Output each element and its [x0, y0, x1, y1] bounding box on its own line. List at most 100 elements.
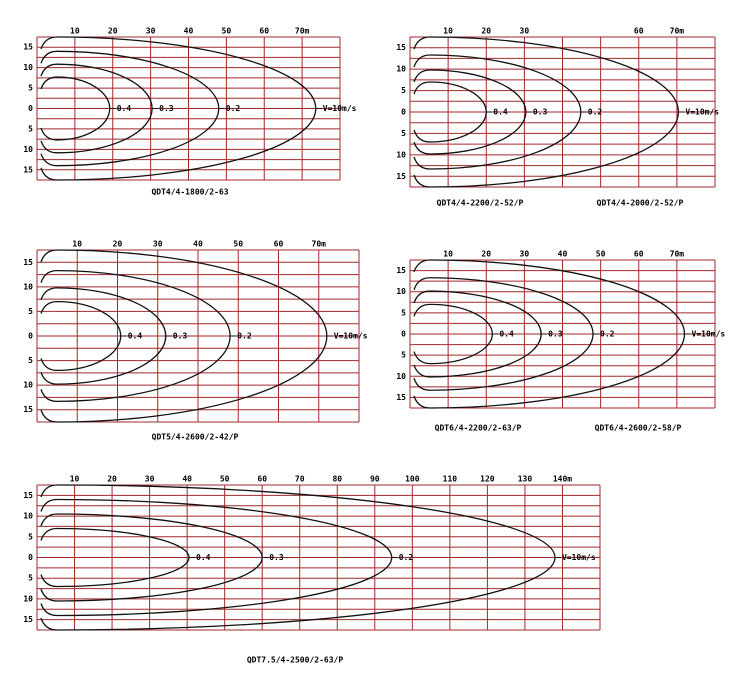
left-label: 15	[396, 393, 406, 402]
top-label: 40	[184, 27, 194, 36]
left-label: 15	[23, 165, 33, 174]
top-label: 70m	[670, 27, 685, 36]
top-label: 110	[443, 475, 458, 484]
top-label: 10	[70, 475, 80, 484]
top-label: 10	[70, 27, 80, 36]
left-label: 15	[23, 405, 33, 414]
curve-label: V=10m/s	[323, 104, 357, 113]
top-label: 50	[233, 240, 243, 249]
left-label: 15	[23, 491, 33, 500]
top-label: 20	[113, 240, 123, 249]
caption: QDT5/4-2600/2-42/P	[152, 433, 239, 442]
range-curve	[40, 63, 153, 154]
left-label: 10	[23, 145, 33, 154]
top-label: 40	[558, 250, 568, 259]
curve-label: 0.2	[600, 330, 615, 339]
range-curve	[413, 54, 582, 170]
top-label: 10	[443, 250, 453, 259]
top-label: 50	[220, 475, 230, 484]
caption: QDT6/4-2200/2-63/P	[435, 424, 522, 433]
curve-label: 0.2	[588, 108, 603, 117]
caption: QDT4/4-2000/2-52/P	[597, 199, 684, 208]
left-label: 10	[23, 63, 33, 72]
left-label: 5	[401, 129, 406, 138]
top-label: 90	[370, 475, 380, 484]
top-label: 30	[145, 475, 155, 484]
top-label: 40	[182, 475, 192, 484]
curve-label: 0.3	[548, 330, 563, 339]
top-label: 30	[520, 27, 530, 36]
top-label: 20	[108, 27, 118, 36]
top-label: 70m	[312, 240, 327, 249]
left-label: 15	[23, 43, 33, 52]
top-label: 20	[481, 27, 491, 36]
curve-label: 0.4	[128, 332, 143, 341]
range-curve	[40, 498, 393, 617]
caption: QDT6/4-2600/2-58/P	[595, 424, 682, 433]
caption: QDT4/4-2200/2-52/P	[437, 199, 524, 208]
range-curve	[40, 300, 122, 372]
left-label: 5	[28, 307, 33, 316]
curve-label: 0.2	[399, 553, 414, 562]
top-label: 20	[107, 475, 117, 484]
left-label: 10	[23, 282, 33, 291]
top-label: 10	[72, 240, 82, 249]
range-curve	[413, 81, 487, 143]
top-label: 20	[481, 250, 491, 259]
curve-label: 0.4	[493, 108, 508, 117]
left-label: 5	[28, 84, 33, 93]
range-curve	[40, 484, 556, 631]
top-label: 60	[274, 240, 284, 249]
top-label: 140m	[553, 475, 572, 484]
top-label: 100	[405, 475, 420, 484]
top-label: 50	[222, 27, 232, 36]
range-curve	[413, 69, 527, 155]
top-label: 30	[153, 240, 163, 249]
curve-label: 0.3	[269, 553, 284, 562]
left-label: 5	[401, 351, 406, 360]
left-label: 5	[28, 574, 33, 583]
curve-label: 0.3	[173, 332, 188, 341]
left-label: 5	[28, 356, 33, 365]
top-label: 60	[634, 250, 644, 259]
top-label: 130	[518, 475, 533, 484]
curve-label: V=10m/s	[334, 332, 368, 341]
caption: QDT7.5/4-2500/2-63/P	[247, 656, 344, 665]
top-label: 80	[332, 475, 342, 484]
curve-label: V=10m/s	[562, 553, 596, 562]
top-label: 70	[295, 475, 305, 484]
top-label: 40	[193, 240, 203, 249]
left-label: 10	[23, 381, 33, 390]
left-label: 0	[28, 104, 33, 113]
left-label: 10	[396, 287, 406, 296]
left-label: 10	[396, 65, 406, 74]
range-curve	[413, 259, 686, 409]
left-label: 15	[23, 615, 33, 624]
top-label: 60	[634, 27, 644, 36]
top-label: 30	[520, 250, 530, 259]
top-label: 60	[257, 475, 267, 484]
curve-label: 0.3	[533, 108, 548, 117]
caption: QDT4/4-1800/2-63	[151, 188, 228, 197]
left-label: 15	[396, 43, 406, 52]
curve-label: 0.3	[159, 104, 174, 113]
left-label: 0	[401, 108, 406, 117]
top-label: 70m	[670, 250, 685, 259]
left-label: 5	[401, 308, 406, 317]
top-label: 120	[480, 475, 495, 484]
curve-label: V=10m/s	[685, 108, 719, 117]
curve-label: 0.2	[237, 332, 252, 341]
top-label: 70m	[295, 27, 310, 36]
top-label: 50	[596, 250, 606, 259]
left-label: 10	[23, 594, 33, 603]
top-label: 30	[146, 27, 156, 36]
left-label: 10	[396, 150, 406, 159]
left-label: 0	[401, 330, 406, 339]
left-label: 5	[28, 124, 33, 133]
left-label: 5	[28, 532, 33, 541]
top-label: 10	[443, 27, 453, 36]
left-label: 15	[396, 172, 406, 181]
left-label: 5	[401, 86, 406, 95]
left-label: 0	[28, 553, 33, 562]
